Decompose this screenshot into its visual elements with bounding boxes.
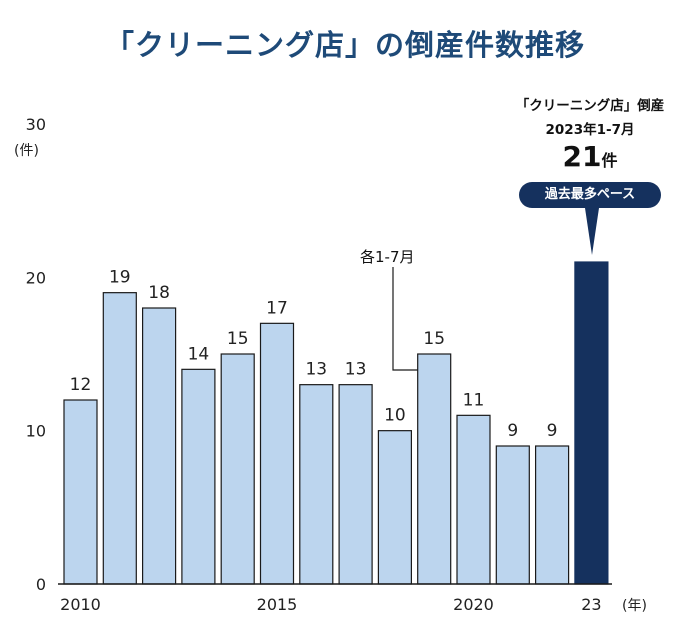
value-label-2016: 13 [305,360,327,380]
callout-count-value: 21 [562,140,602,173]
y-tick-0: 0 [36,575,46,594]
value-label-2010: 12 [70,375,92,395]
bar-2021 [495,445,530,585]
callout-title: 「クリーニング店」倒産 [515,98,665,114]
value-label-2019: 15 [423,329,445,349]
bar-2023 [574,261,609,585]
value-label-2021: 9 [507,421,518,441]
bar-2015 [259,322,295,585]
x-tick-23: 23 [581,595,601,614]
x-tick-2010: 2010 [60,595,101,614]
bar-2016 [299,384,334,585]
value-label-2018: 10 [384,406,406,426]
value-label-2013: 14 [188,344,210,364]
bar-2020 [456,414,491,585]
callout-period: 2023年1-7月 [545,122,635,138]
record-pace-badge: 過去最多ペース [519,182,661,208]
y-tick-20: 20 [26,268,46,287]
callout-count: 21件 [470,140,690,173]
bar-2019 [417,353,452,585]
bars-group [63,261,609,585]
bar-2017 [338,384,373,585]
value-label-2012: 18 [148,283,170,303]
x-tick-labels-group: 2010 2015 2020 23 (年) [60,595,647,614]
bar-2011 [102,292,137,585]
y-tick-30: 30 [26,115,46,134]
bar-2013 [181,368,216,585]
callout-pointer [585,208,599,255]
value-label-2022: 9 [547,421,558,441]
value-label-2020: 11 [463,390,485,410]
bar-2022 [534,445,570,585]
x-axis-unit: (年) [622,598,647,614]
value-label-2015: 17 [266,298,288,318]
bar-2014 [220,353,255,585]
note-leader-line [392,267,418,371]
bar-2012 [142,307,177,585]
value-label-2014: 15 [227,329,249,349]
callout-count-unit: 件 [601,151,618,170]
value-label-2011: 19 [109,268,131,288]
value-label-2017: 13 [345,360,367,380]
y-tick-labels-group: 0 10 20 30 (件) [14,115,46,594]
period-note: 各1-7月 [360,248,415,266]
bar-2010 [63,399,98,585]
y-tick-10: 10 [26,422,46,441]
x-tick-2015: 2015 [257,595,298,614]
y-axis-unit: (件) [14,143,39,159]
value-labels-group: 12 19 18 14 15 17 13 13 10 15 11 9 9 [70,268,558,441]
x-tick-2020: 2020 [453,595,494,614]
bar-2018 [377,430,412,585]
chart-title: 「クリーニング店」の倒産件数推移 [104,28,585,62]
